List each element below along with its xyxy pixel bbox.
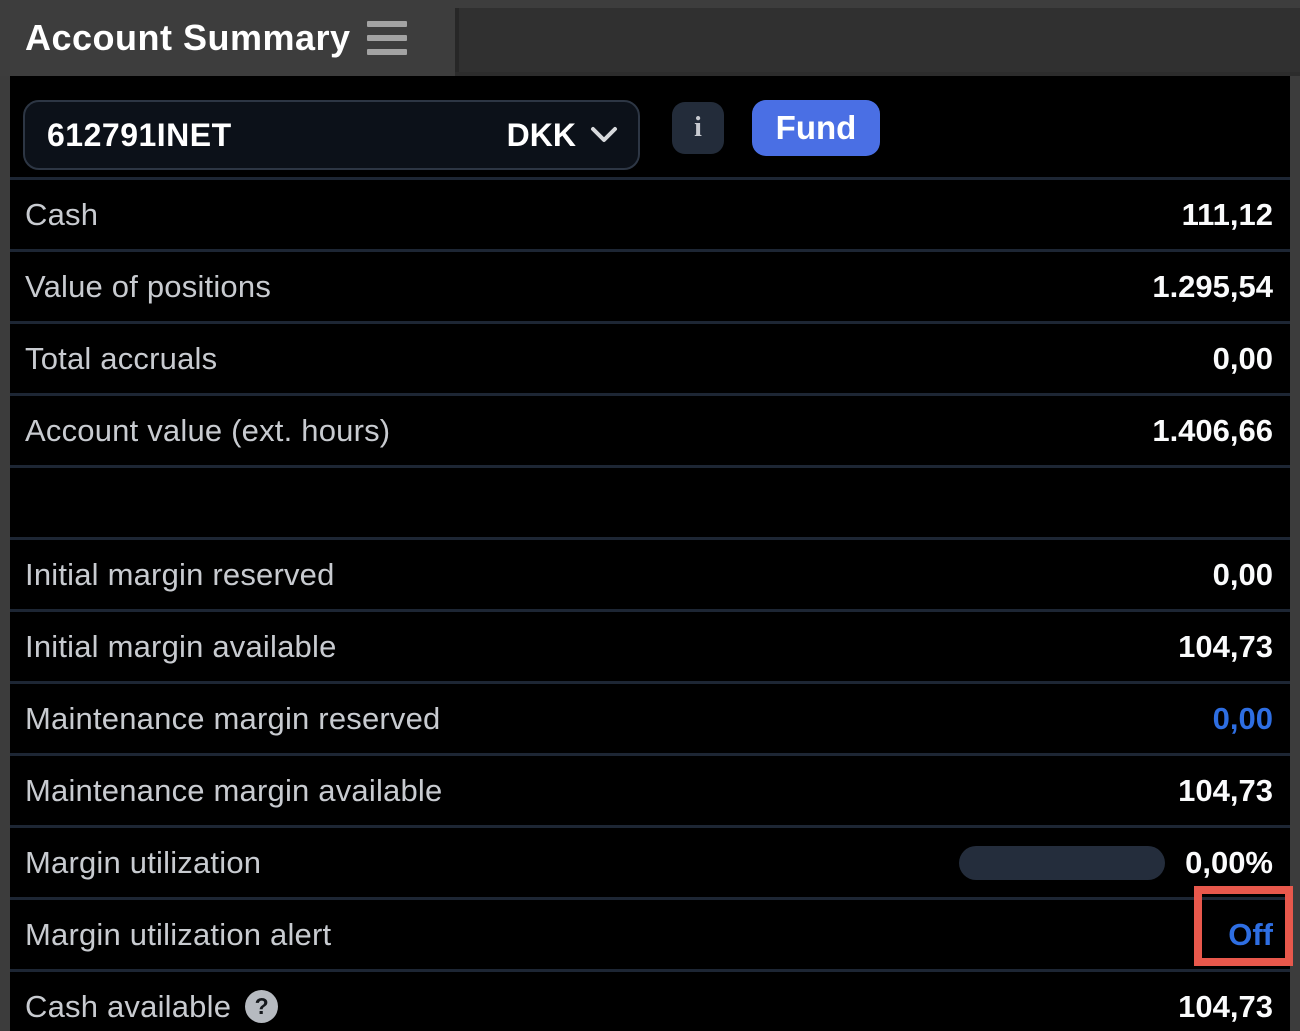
- row-label: Total accruals: [25, 340, 218, 376]
- row-value: 0,00: [1212, 340, 1273, 376]
- table-row-margin-utilization: Margin utilization 0,00%: [10, 825, 1290, 897]
- fund-button[interactable]: Fund: [752, 100, 880, 156]
- row-value: 0,00%: [1185, 844, 1273, 880]
- table-row-total-accruals: Total accruals 0,00: [10, 321, 1290, 393]
- row-label: Maintenance margin available: [25, 772, 443, 808]
- menu-icon[interactable]: [366, 21, 407, 55]
- row-label: Initial margin available: [25, 628, 337, 664]
- panel-content: 612791INET DKK i Fund Cash 111,12 Value …: [10, 76, 1290, 1031]
- help-icon[interactable]: ?: [245, 990, 279, 1023]
- margin-utilization-alert-toggle[interactable]: Off: [1228, 916, 1273, 952]
- currency-group: DKK: [507, 117, 618, 154]
- table-row-spacer: [10, 465, 1290, 537]
- row-label: Margin utilization: [25, 844, 262, 880]
- table-row-maintenance-margin-available: Maintenance margin available 104,73: [10, 753, 1290, 825]
- panel-header: Account Summary: [0, 0, 1300, 76]
- fund-button-label: Fund: [775, 109, 857, 146]
- table-row-cash-available: Cash available ? 104,73: [10, 969, 1290, 1031]
- row-label: Account value (ext. hours): [25, 412, 391, 448]
- table-row-maintenance-margin-reserved: Maintenance margin reserved 0,00: [10, 681, 1290, 753]
- row-label: Cash available: [25, 988, 232, 1024]
- tab-account-summary[interactable]: Account Summary: [0, 0, 455, 76]
- table-row-margin-utilization-alert: Margin utilization alert Off: [10, 897, 1290, 969]
- panel-title: Account Summary: [25, 17, 351, 58]
- row-value[interactable]: 0,00: [1212, 700, 1273, 736]
- row-value: 0,00: [1212, 556, 1273, 592]
- info-icon: i: [694, 112, 702, 143]
- table-row-initial-margin-available: Initial margin available 104,73: [10, 609, 1290, 681]
- row-value: 1.406,66: [1152, 412, 1273, 448]
- row-value: 111,12: [1181, 196, 1273, 232]
- table-row-initial-margin-reserved: Initial margin reserved 0,00: [10, 537, 1290, 609]
- row-label: Maintenance margin reserved: [25, 700, 441, 736]
- table-row-value-of-positions: Value of positions 1.295,54: [10, 249, 1290, 321]
- row-label: Cash: [25, 196, 99, 232]
- margin-utilization-progress-bar: [959, 845, 1166, 880]
- table-row-account-value: Account value (ext. hours) 1.406,66: [10, 393, 1290, 465]
- tab-bar-empty-area: [455, 8, 1300, 72]
- row-value: 104,73: [1178, 988, 1273, 1024]
- currency-label: DKK: [506, 116, 576, 153]
- info-button[interactable]: i: [672, 102, 724, 154]
- row-label: Margin utilization alert: [25, 916, 332, 952]
- table-row-cash: Cash 111,12: [10, 177, 1290, 249]
- chevron-down-icon: [591, 127, 617, 142]
- margin-utilization-value-group: 0,00%: [959, 845, 1273, 881]
- account-id: 612791INET: [47, 116, 232, 153]
- cash-available-label-group: Cash available ?: [25, 988, 279, 1025]
- row-value: 104,73: [1178, 628, 1273, 664]
- row-value: 104,73: [1178, 772, 1273, 808]
- row-label: Value of positions: [25, 268, 272, 304]
- row-value: 1.295,54: [1152, 268, 1273, 304]
- account-selector-dropdown[interactable]: 612791INET DKK: [23, 100, 640, 170]
- row-label: Initial margin reserved: [25, 556, 335, 592]
- account-selector-row: 612791INET DKK i Fund: [10, 76, 1290, 177]
